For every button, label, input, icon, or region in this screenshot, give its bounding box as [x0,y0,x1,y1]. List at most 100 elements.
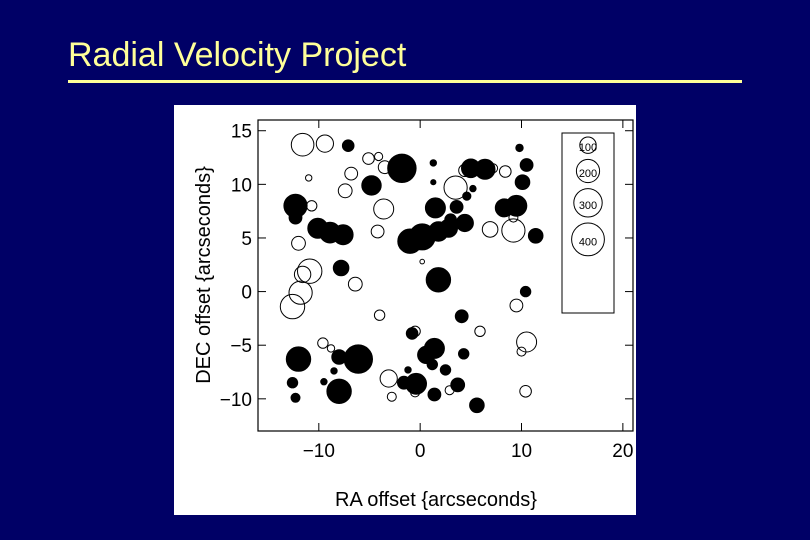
filled-point [288,210,303,225]
filled-point [519,158,534,172]
size-legend-label: 300 [579,200,597,212]
open-point [315,134,334,153]
open-point [519,385,532,398]
filled-point [515,143,524,153]
open-point [481,221,499,238]
filled-point [285,346,312,372]
y-tick-label: 0 [241,283,252,304]
open-point [305,174,313,182]
filled-point [286,377,299,389]
x-tick-label: −10 [303,441,335,462]
open-point [306,200,318,212]
open-point [317,337,329,349]
open-point [362,152,375,165]
filled-points [283,139,544,414]
open-point [344,166,359,181]
x-tick-label: 0 [415,441,426,462]
filled-point [439,218,458,238]
filled-point [458,348,470,360]
filled-point [320,378,328,386]
open-point [326,344,336,353]
filled-point [429,159,437,167]
open-point [347,276,363,292]
filled-point [332,259,350,277]
filled-point [341,139,355,153]
open-point [444,385,455,396]
y-tick-label: 15 [231,122,252,143]
filled-point [361,175,382,196]
size-legend-label: 100 [579,142,597,154]
open-point [291,235,306,251]
open-point [288,280,313,305]
open-point [379,369,398,388]
y-tick-label: 10 [231,175,252,196]
filled-point [405,327,419,340]
open-point [373,309,386,321]
open-point [508,212,519,223]
title-underline [68,80,742,83]
y-axis-label: DEC offset {arcseconds} [193,166,215,384]
filled-point [469,397,485,414]
open-point [516,346,527,357]
size-legend-frame [561,132,615,314]
filled-point [330,367,338,375]
open-point [290,132,315,157]
y-tick-label: −5 [230,336,252,357]
open-point [370,224,385,239]
open-point [501,218,526,243]
filled-point [331,349,347,365]
filled-point [439,364,452,376]
y-tick-label: 5 [241,229,252,250]
open-point [386,391,397,402]
size-legend-label: 400 [579,236,597,248]
size-legend-circle [573,188,603,218]
open-point [443,175,468,200]
x-axis-ticks: −10 0 10 20 [303,120,633,462]
filled-point [469,184,477,193]
filled-point [454,309,469,324]
open-point [410,387,421,398]
filled-point [505,194,528,217]
chart-panel: −10 −5 0 5 10 15 −10 0 10 20 100 200 300 400 RA off… [174,105,636,515]
size-legend: 100 200 300 400 [571,136,605,257]
x-tick-label: 10 [511,441,532,462]
filled-point [449,200,464,214]
open-point [409,325,421,338]
open-point [474,325,486,338]
open-point [516,331,538,353]
filled-point [519,285,532,298]
filled-point [332,224,354,246]
filled-point [427,387,442,402]
open-point [279,293,306,320]
open-point [419,258,425,265]
filled-point [404,366,412,374]
filled-point [450,377,466,393]
filled-point [290,392,301,403]
y-axis-ticks: −10 −5 0 5 10 15 [220,122,633,411]
x-axis-label: RA offset {arcseconds} [335,489,537,511]
open-points [279,132,538,402]
filled-point [426,358,438,371]
open-point [293,265,312,284]
filled-point [343,344,374,374]
size-legend-label: 200 [579,168,597,180]
filled-point [424,197,446,219]
scatter-chart: −10 −5 0 5 10 15 −10 0 10 20 100 200 300 400 RA off… [193,119,634,511]
filled-point [455,213,474,233]
open-point [373,198,395,220]
x-tick-label: 20 [612,441,633,462]
filled-point [326,378,352,404]
slide-title: Radial Velocity Project [68,36,407,74]
y-tick-label: −10 [220,390,252,411]
open-point [458,163,472,178]
open-point [337,183,353,199]
open-point [499,165,512,178]
open-point [509,298,524,313]
filled-point [430,179,437,186]
open-point [297,258,323,284]
open-point [374,151,384,162]
plot-frame [257,119,634,432]
filled-point [405,372,428,395]
filled-point [387,153,417,183]
size-legend-circle [575,158,601,184]
